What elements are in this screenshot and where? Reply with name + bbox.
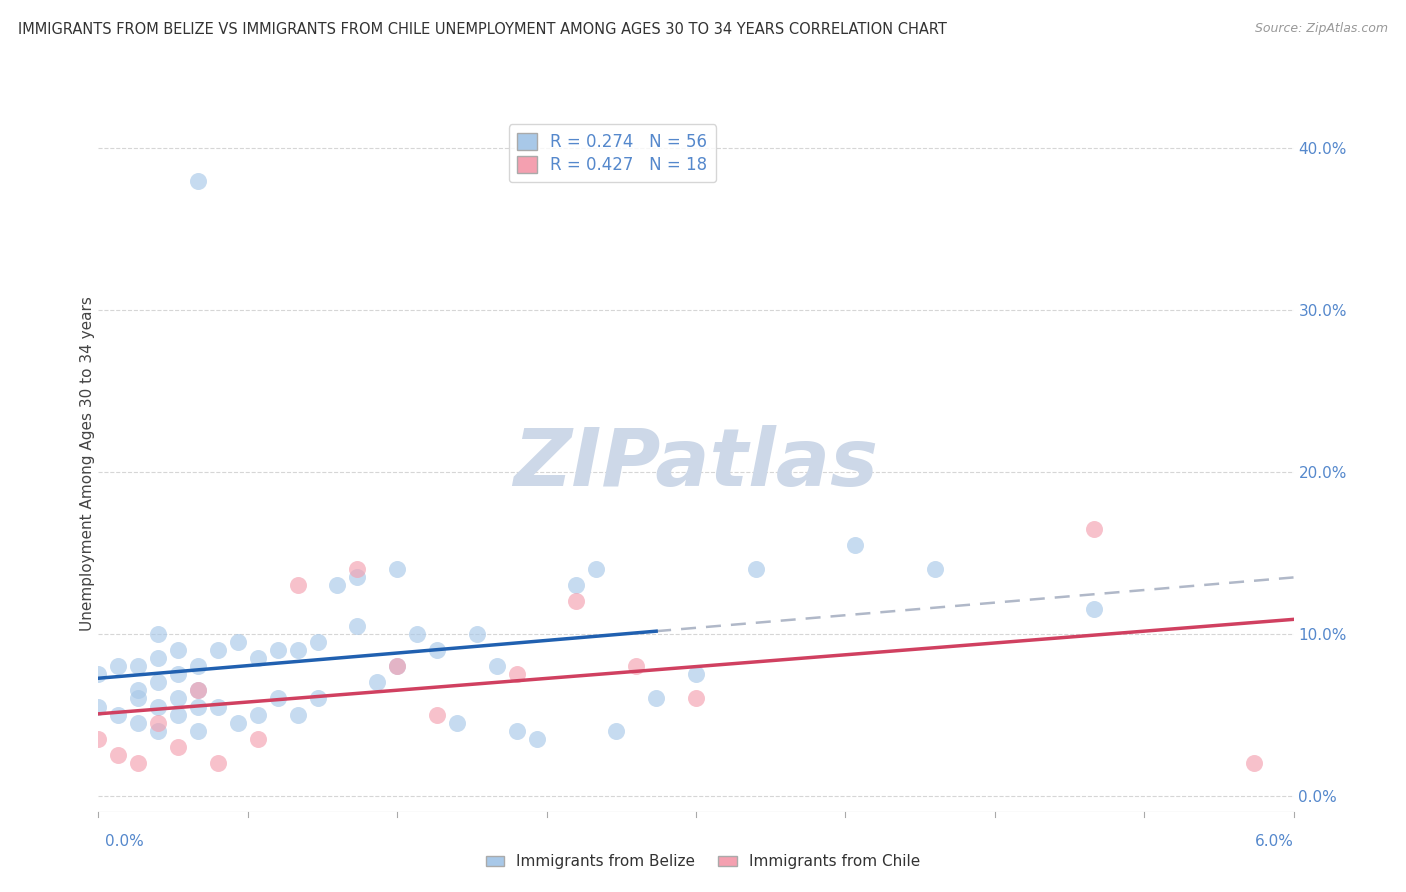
Point: [426, 707, 449, 722]
Point: [207, 699, 229, 714]
Point: [148, 723, 170, 738]
Text: IMMIGRANTS FROM BELIZE VS IMMIGRANTS FROM CHILE UNEMPLOYMENT AMONG AGES 30 TO 34: IMMIGRANTS FROM BELIZE VS IMMIGRANTS FRO…: [18, 22, 948, 37]
Point: [1243, 756, 1265, 771]
Legend: Immigrants from Belize, Immigrants from Chile: Immigrants from Belize, Immigrants from …: [479, 848, 927, 875]
Point: [127, 715, 149, 730]
Point: [366, 675, 388, 690]
Point: [167, 691, 190, 706]
Point: [107, 748, 129, 763]
Point: [127, 691, 149, 706]
Point: [246, 651, 269, 665]
Point: [346, 562, 368, 576]
Point: [346, 570, 368, 584]
Point: [127, 683, 149, 698]
Point: [307, 635, 329, 649]
Point: [187, 174, 209, 188]
Point: [148, 675, 170, 690]
Point: [526, 731, 548, 746]
Point: [246, 731, 269, 746]
Point: [485, 659, 508, 673]
Point: [307, 691, 329, 706]
Point: [187, 659, 209, 673]
Point: [148, 651, 170, 665]
Point: [385, 659, 409, 673]
Point: [506, 667, 529, 681]
Point: [385, 659, 409, 673]
Point: [187, 683, 209, 698]
Point: [605, 723, 627, 738]
Point: [207, 643, 229, 657]
Point: [187, 683, 209, 698]
Point: [207, 756, 229, 771]
Point: [287, 707, 309, 722]
Point: [187, 723, 209, 738]
Point: [167, 643, 190, 657]
Point: [287, 643, 309, 657]
Point: [326, 578, 349, 592]
Point: [226, 715, 249, 730]
Point: [1083, 522, 1105, 536]
Point: [87, 667, 110, 681]
Point: [745, 562, 768, 576]
Point: [645, 691, 668, 706]
Point: [226, 635, 249, 649]
Point: [406, 626, 429, 640]
Point: [148, 699, 170, 714]
Point: [107, 707, 129, 722]
Text: Source: ZipAtlas.com: Source: ZipAtlas.com: [1254, 22, 1388, 36]
Point: [267, 691, 290, 706]
Point: [626, 659, 648, 673]
Text: ZIPatlas: ZIPatlas: [513, 425, 879, 503]
Point: [246, 707, 269, 722]
Point: [148, 715, 170, 730]
Point: [127, 659, 149, 673]
Point: [127, 756, 149, 771]
Point: [385, 562, 409, 576]
Point: [167, 707, 190, 722]
Point: [87, 699, 110, 714]
Point: [167, 739, 190, 754]
Point: [346, 618, 368, 632]
Point: [585, 562, 607, 576]
Point: [148, 626, 170, 640]
Point: [1083, 602, 1105, 616]
Point: [446, 715, 468, 730]
Text: 0.0%: 0.0%: [105, 834, 145, 849]
Point: [426, 643, 449, 657]
Point: [565, 594, 588, 608]
Point: [465, 626, 488, 640]
Point: [287, 578, 309, 592]
Point: [844, 538, 866, 552]
Point: [87, 731, 110, 746]
Point: [565, 578, 588, 592]
Point: [685, 667, 707, 681]
Point: [167, 667, 190, 681]
Point: [187, 699, 209, 714]
Legend: R = 0.274   N = 56, R = 0.427   N = 18: R = 0.274 N = 56, R = 0.427 N = 18: [509, 124, 716, 182]
Point: [107, 659, 129, 673]
Text: 6.0%: 6.0%: [1254, 834, 1294, 849]
Point: [267, 643, 290, 657]
Y-axis label: Unemployment Among Ages 30 to 34 years: Unemployment Among Ages 30 to 34 years: [80, 296, 94, 632]
Point: [506, 723, 529, 738]
Point: [685, 691, 707, 706]
Point: [924, 562, 946, 576]
